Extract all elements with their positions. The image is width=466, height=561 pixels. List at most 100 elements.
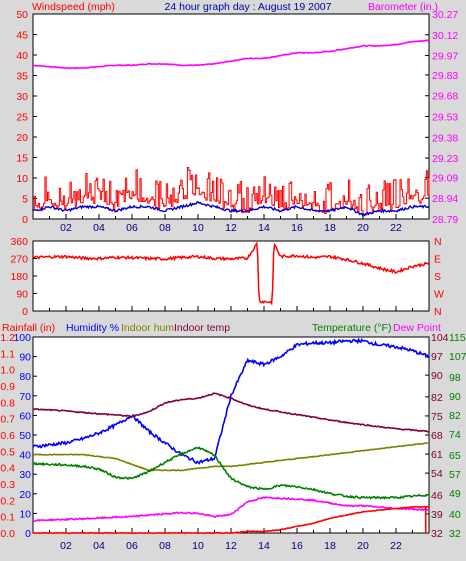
- wind-tick-label: 20: [16, 132, 28, 144]
- temperature-tick-label-a: 90: [431, 370, 443, 382]
- compass-tick-label: S: [434, 271, 441, 283]
- compass-tick-label: W: [434, 289, 444, 301]
- x-tick-label-climate: 16: [291, 540, 303, 552]
- rainfall-tick-label: 0.6: [0, 430, 15, 442]
- wind-tick-label: 40: [16, 50, 28, 62]
- barometer-title: Barometer (in.): [368, 1, 438, 13]
- series-windspeed-line: [33, 167, 430, 216]
- x-tick-label-climate: 20: [357, 540, 369, 552]
- x-tick-label-wind: 20: [357, 222, 369, 234]
- temperature-tick-label-a: 97: [431, 351, 443, 363]
- x-tick-label-climate: 06: [126, 540, 138, 552]
- temperature-tick-label-a: 68: [431, 430, 443, 442]
- legend-dew-point: Dew Point: [393, 322, 441, 334]
- x-tick-label-wind: 02: [60, 222, 72, 234]
- wind-tick-label: 45: [16, 30, 28, 42]
- direction-tick-label: 0: [22, 306, 28, 318]
- chart-title: 24 hour graph day : August 19 2007: [165, 1, 332, 13]
- temperature-tick-label-b: 40: [449, 509, 461, 521]
- x-tick-label-wind: 22: [390, 222, 402, 234]
- temperature-tick-label-b: 98: [449, 372, 461, 384]
- humidity-tick-label: 50: [19, 430, 31, 442]
- barometer-tick-label: 29.38: [432, 132, 458, 144]
- humidity-tick-label: 80: [19, 371, 31, 383]
- legend-indoor-temp: Indoor temp: [174, 322, 230, 334]
- temperature-tick-label-a: 82: [431, 392, 443, 404]
- legend-humidity: Humidity %: [66, 322, 119, 334]
- x-tick-label-wind: 10: [192, 222, 204, 234]
- rainfall-tick-label: 0.5: [0, 446, 15, 458]
- rainfall-tick-label: 0.1: [0, 512, 15, 524]
- climate-legend: Rainfall (in) Humidity % Indoor hum Indo…: [2, 322, 441, 334]
- x-tick-label-climate: 12: [225, 540, 237, 552]
- series-indoor-temp-line: [32, 392, 429, 433]
- legend-indoor-hum: Indoor hum: [121, 322, 174, 334]
- x-tick-label-wind: 16: [291, 222, 303, 234]
- temperature-tick-label-b: 32: [449, 528, 461, 540]
- x-tick-label-wind: 06: [126, 222, 138, 234]
- plot-area-wind: [32, 13, 430, 220]
- barometer-tick-label: 28.94: [432, 193, 458, 205]
- direction-tick-label: 90: [16, 289, 28, 301]
- barometer-tick-label: 29.23: [432, 153, 458, 165]
- temperature-tick-label-a: 104: [431, 332, 449, 344]
- series-rainfall-line: [32, 505, 430, 535]
- temperature-tick-label-a: 46: [431, 490, 443, 502]
- barometer-tick-label: 29.83: [432, 70, 458, 82]
- rainfall-tick-label: 0.4: [0, 463, 15, 475]
- humidity-tick-label: 60: [19, 410, 31, 422]
- temperature-tick-label-a: 75: [431, 411, 443, 423]
- temperature-tick-label-b: 49: [449, 488, 461, 500]
- x-tick-label-climate: 18: [324, 540, 336, 552]
- rainfall-tick-label: 1.0: [0, 365, 15, 377]
- temperature-tick-label-b: 57: [449, 469, 461, 481]
- wind-tick-label: 15: [16, 153, 28, 165]
- barometer-tick-label: 29.09: [432, 172, 458, 184]
- humidity-tick-label: 100: [13, 332, 31, 344]
- plot-area-direction: [32, 240, 430, 312]
- direction-tick-label: 180: [10, 271, 28, 283]
- plot-area-climate: [32, 336, 430, 534]
- wind-tick-label: 50: [16, 9, 28, 21]
- wind-tick-label: 30: [16, 91, 28, 103]
- temperature-tick-label-b: 115: [449, 332, 466, 344]
- windspeed-title: Windspeed (mph): [32, 1, 115, 13]
- barometer-tick-label: 29.97: [432, 51, 458, 63]
- legend-rainfall: Rainfall (in): [2, 322, 55, 334]
- barometer-tick-label: 28.79: [432, 214, 458, 226]
- wind-tick-label: 0: [22, 214, 28, 226]
- humidity-tick-label: 10: [19, 508, 31, 520]
- wind-tick-label: 10: [16, 173, 28, 185]
- temperature-tick-label-a: 54: [431, 468, 443, 480]
- x-tick-label-climate: 04: [93, 540, 105, 552]
- rainfall-tick-label: 1.2: [0, 332, 15, 344]
- legend-temperature: Temperature (°F): [312, 322, 391, 334]
- temperature-tick-label-b: 74: [449, 429, 461, 441]
- humidity-tick-label: 90: [19, 352, 31, 364]
- temperature-tick-label-a: 32: [431, 528, 443, 540]
- x-tick-label-wind: 12: [225, 222, 237, 234]
- x-tick-label-wind: 04: [93, 222, 105, 234]
- x-tick-label-climate: 14: [258, 540, 270, 552]
- series-indoor-hum-line: [32, 442, 429, 472]
- series-direction-line: [32, 241, 430, 306]
- series-dew-point-line: [32, 496, 430, 523]
- humidity-tick-label: 30: [19, 469, 31, 481]
- humidity-tick-label: 40: [19, 450, 31, 462]
- temperature-tick-label-b: 65: [449, 450, 461, 462]
- rainfall-tick-label: 0.9: [0, 381, 15, 393]
- series-barometer-line: [33, 39, 430, 70]
- barometer-tick-label: 30.27: [432, 9, 458, 21]
- compass-tick-label: E: [434, 254, 441, 266]
- barometer-tick-label: 30.12: [432, 30, 458, 42]
- x-tick-label-climate: 08: [159, 540, 171, 552]
- humidity-tick-label: 20: [19, 489, 31, 501]
- barometer-tick-label: 29.53: [432, 112, 458, 124]
- x-tick-label-wind: 18: [324, 222, 336, 234]
- wind-tick-label: 5: [22, 194, 28, 206]
- temperature-tick-label-b: 107: [449, 351, 466, 363]
- temperature-tick-label-b: 90: [449, 391, 461, 403]
- rainfall-tick-label: 1.1: [0, 348, 15, 360]
- wind-tick-label: 35: [16, 71, 28, 83]
